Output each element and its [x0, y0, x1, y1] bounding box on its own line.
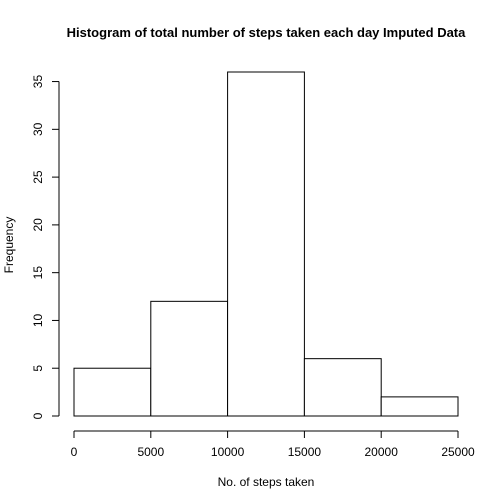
x-tick-label-5: 25000 [441, 445, 475, 459]
x-tick-label-2: 10000 [211, 445, 245, 459]
x-tick-label-0: 0 [71, 445, 78, 459]
y-tick-label-7: 35 [31, 75, 45, 89]
y-tick-label-3: 15 [31, 266, 45, 280]
bars-group [73, 71, 459, 417]
histogram-bar-0 [73, 367, 152, 417]
histogram-bar-2 [227, 71, 305, 417]
y-tick-label-6: 30 [31, 122, 45, 136]
x-axis: 0 5000 10000 15000 20000 25000 [71, 430, 475, 459]
x-tick-label-1: 5000 [137, 445, 164, 459]
x-axis-label: No. of steps taken [218, 475, 315, 489]
histogram-bar-4 [380, 396, 459, 417]
chart-title: Histogram of total number of steps taken… [67, 25, 467, 40]
y-tick-label-5: 25 [31, 170, 45, 184]
y-axis: 0 5 10 15 20 25 30 35 [31, 75, 60, 419]
y-tick-label-1: 5 [31, 365, 45, 372]
x-tick-label-3: 15000 [288, 445, 322, 459]
y-tick-label-2: 10 [31, 313, 45, 327]
y-tick-label-0: 0 [31, 412, 45, 419]
y-tick-label-4: 20 [31, 218, 45, 232]
histogram-bar-1 [150, 300, 229, 417]
x-tick-label-4: 20000 [365, 445, 399, 459]
histogram-bar-3 [303, 358, 382, 417]
y-axis-label: Frequency [2, 217, 16, 274]
